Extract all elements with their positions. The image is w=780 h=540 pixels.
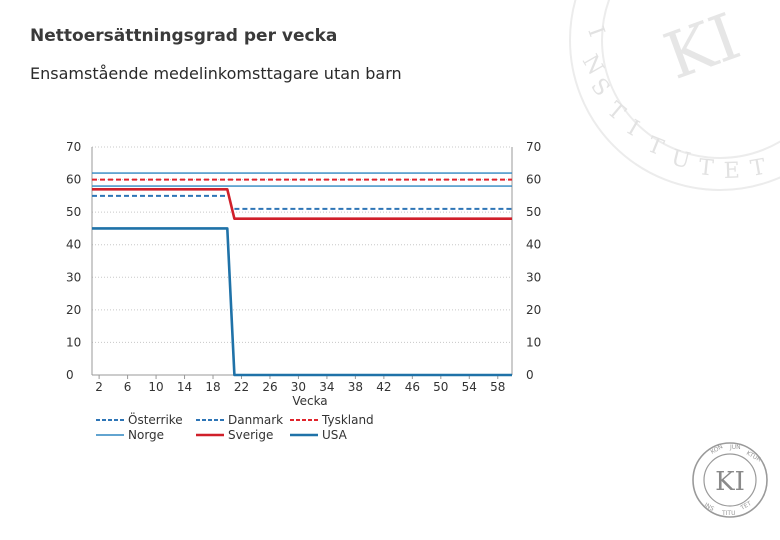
y-tick-label-right: 60 <box>526 173 541 187</box>
y-tick-label-left: 10 <box>66 335 81 349</box>
legend-label-norge: Norge <box>128 428 164 442</box>
y-tick-label-left: 60 <box>66 173 81 187</box>
page-subtitle: Ensamstående medelinkomsttagare utan bar… <box>30 64 402 83</box>
x-tick-label: 38 <box>348 380 363 394</box>
ki-logo: KI KON JUN KTUR INS TITU TET <box>692 442 768 518</box>
y-tick-label-left: 30 <box>66 270 81 284</box>
x-tick-label: 54 <box>462 380 477 394</box>
legend-label-danmark: Danmark <box>228 413 283 427</box>
x-tick-label: 58 <box>490 380 505 394</box>
legend-label-sverige: Sverige <box>228 428 273 442</box>
y-tick-label-left: 50 <box>66 205 81 219</box>
svg-text:INS: INS <box>703 502 715 513</box>
x-tick-label: 30 <box>291 380 306 394</box>
svg-text:E: E <box>723 158 740 184</box>
legend-label-tyskland: Tyskland <box>321 413 374 427</box>
y-tick-label-left: 0 <box>66 368 74 382</box>
x-tick-label: 10 <box>148 380 163 394</box>
x-tick-label: 2 <box>95 380 103 394</box>
y-tick-label-right: 40 <box>526 238 541 252</box>
svg-text:T: T <box>749 155 768 182</box>
svg-text:T: T <box>697 155 715 181</box>
svg-text:KI: KI <box>715 467 745 497</box>
x-tick-label: 18 <box>205 380 220 394</box>
y-tick-label-right: 50 <box>526 205 541 219</box>
x-tick-label: 6 <box>124 380 132 394</box>
y-tick-label-right: 10 <box>526 335 541 349</box>
y-tick-label-right: 20 <box>526 303 541 317</box>
x-axis-label: Vecka <box>292 394 327 408</box>
series-line-sverige <box>92 188 512 220</box>
series-line-usa <box>92 227 512 377</box>
legend-label-usa: USA <box>322 428 348 442</box>
y-tick-label-right: 30 <box>526 270 541 284</box>
y-tick-label-left: 70 <box>66 140 81 154</box>
x-tick-label: 42 <box>376 380 391 394</box>
x-tick-label: 50 <box>433 380 448 394</box>
y-tick-label-right: 0 <box>526 368 534 382</box>
svg-text:JUN: JUN <box>729 444 741 451</box>
x-tick-label: 34 <box>319 380 334 394</box>
x-tick-label: 26 <box>262 380 277 394</box>
legend-label-österrike: Österrike <box>128 411 183 427</box>
y-tick-label-left: 40 <box>66 238 81 252</box>
page-title: Nettoersättningsgrad per vecka <box>30 26 338 46</box>
svg-text:TITU: TITU <box>721 510 736 517</box>
y-tick-label-left: 20 <box>66 303 81 317</box>
x-tick-label: 22 <box>234 380 249 394</box>
x-tick-label: 46 <box>405 380 420 394</box>
y-tick-label-right: 70 <box>526 140 541 154</box>
x-tick-label: 14 <box>177 380 192 394</box>
institute-seal-watermark: I N S T I T U T E T KI <box>569 0 780 191</box>
